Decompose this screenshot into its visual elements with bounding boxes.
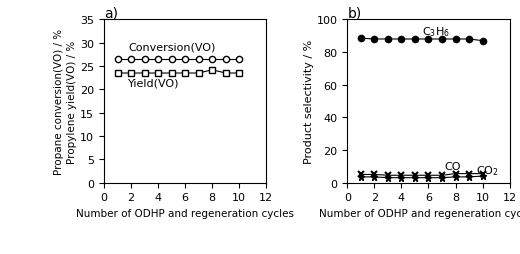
Text: Yield(VO): Yield(VO) [128,78,180,88]
Y-axis label: Product selectivity / %: Product selectivity / % [304,40,314,164]
Text: C$_3$H$_6$: C$_3$H$_6$ [422,25,450,39]
Text: b): b) [347,6,361,20]
Text: Conversion(VO): Conversion(VO) [128,42,216,52]
X-axis label: Number of ODHP and regeneration cycles: Number of ODHP and regeneration cycles [76,208,294,218]
Text: CO$_2$: CO$_2$ [476,164,499,178]
Y-axis label: Propane conversion(VO) / %
Propylene yield(VO) / %: Propane conversion(VO) / % Propylene yie… [54,29,77,174]
Text: CO: CO [445,161,461,171]
Text: a): a) [104,6,118,20]
X-axis label: Number of ODHP and regeneration cycles: Number of ODHP and regeneration cycles [319,208,520,218]
